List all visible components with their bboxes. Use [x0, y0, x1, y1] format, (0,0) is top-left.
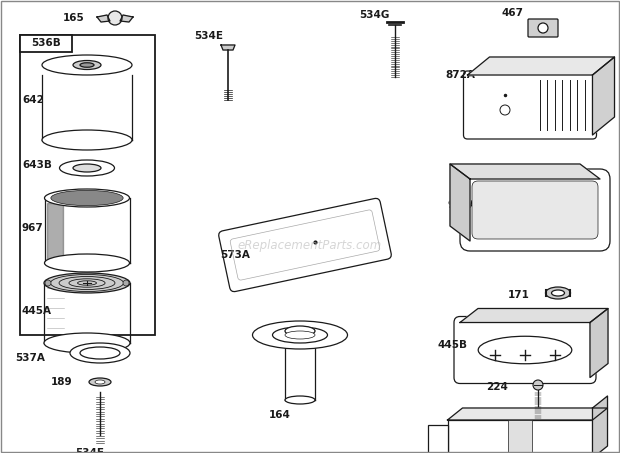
Polygon shape	[120, 15, 133, 22]
Bar	[20, 35, 72, 52]
FancyBboxPatch shape	[219, 198, 391, 292]
Text: eReplacementParts.com: eReplacementParts.com	[238, 238, 382, 251]
Polygon shape	[46, 203, 63, 261]
Polygon shape	[460, 308, 608, 323]
Text: 534G: 534G	[360, 10, 390, 20]
FancyBboxPatch shape	[454, 317, 596, 384]
Ellipse shape	[285, 331, 315, 339]
Circle shape	[123, 280, 129, 286]
Ellipse shape	[44, 333, 130, 353]
Text: 165: 165	[63, 13, 85, 23]
Ellipse shape	[552, 290, 564, 296]
Ellipse shape	[70, 343, 130, 363]
Ellipse shape	[80, 63, 94, 67]
Ellipse shape	[42, 55, 132, 75]
Bar	[448, 420, 593, 453]
Text: 534F: 534F	[76, 448, 105, 453]
Ellipse shape	[546, 287, 570, 299]
Circle shape	[108, 11, 122, 25]
Text: 224: 224	[486, 382, 508, 392]
Circle shape	[45, 280, 51, 286]
Circle shape	[533, 380, 543, 390]
Bar	[508, 420, 532, 453]
Text: 445B: 445B	[437, 340, 467, 350]
Text: 642: 642	[22, 95, 44, 105]
Ellipse shape	[252, 321, 347, 349]
Bar	[428, 425, 448, 453]
Text: 643B: 643B	[22, 160, 52, 170]
Ellipse shape	[45, 189, 130, 207]
Text: 967: 967	[22, 223, 44, 233]
Ellipse shape	[285, 396, 315, 404]
Ellipse shape	[44, 273, 130, 293]
Polygon shape	[590, 308, 608, 377]
Ellipse shape	[80, 347, 120, 359]
FancyBboxPatch shape	[528, 19, 558, 37]
Polygon shape	[448, 408, 608, 420]
Polygon shape	[593, 57, 614, 135]
Ellipse shape	[51, 190, 123, 206]
Ellipse shape	[45, 254, 130, 272]
Bar	[20, 35, 155, 335]
Ellipse shape	[95, 380, 105, 384]
Text: 467: 467	[501, 8, 523, 18]
Polygon shape	[467, 57, 614, 75]
Ellipse shape	[89, 378, 111, 386]
FancyBboxPatch shape	[472, 181, 598, 239]
Text: 537A: 537A	[15, 353, 45, 363]
Text: 164: 164	[269, 410, 291, 420]
Text: 573A: 573A	[220, 250, 250, 260]
Ellipse shape	[273, 327, 327, 343]
Ellipse shape	[73, 61, 101, 69]
Ellipse shape	[60, 160, 115, 176]
Polygon shape	[450, 164, 600, 179]
FancyBboxPatch shape	[464, 71, 596, 139]
Polygon shape	[450, 164, 470, 241]
Text: 445A: 445A	[22, 306, 52, 316]
Text: 872A: 872A	[445, 70, 475, 80]
Text: 171: 171	[508, 290, 530, 300]
Ellipse shape	[478, 336, 572, 364]
Polygon shape	[221, 45, 235, 50]
Text: 967A: 967A	[447, 200, 477, 210]
Ellipse shape	[73, 164, 101, 172]
Polygon shape	[97, 15, 110, 22]
Circle shape	[538, 23, 548, 33]
Text: 534E: 534E	[194, 31, 223, 41]
FancyBboxPatch shape	[460, 169, 610, 251]
Ellipse shape	[42, 130, 132, 150]
Ellipse shape	[285, 326, 315, 336]
Text: 189: 189	[50, 377, 72, 387]
Polygon shape	[593, 396, 608, 453]
Text: 536B: 536B	[31, 38, 61, 48]
